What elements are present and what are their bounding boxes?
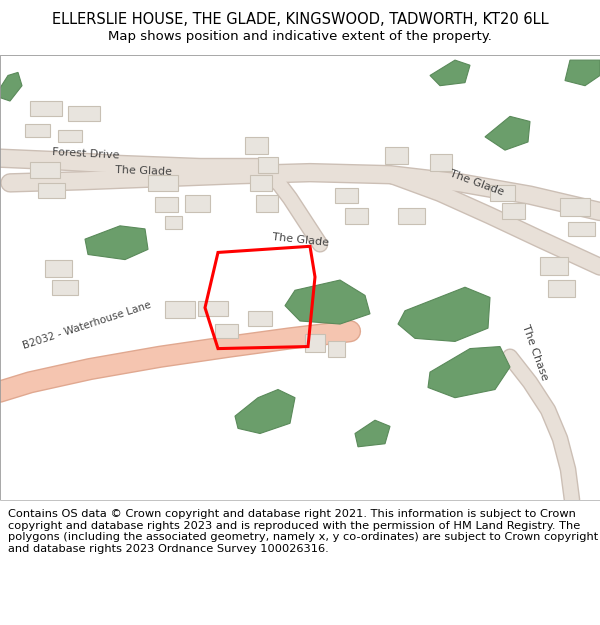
Polygon shape: [328, 341, 345, 357]
Polygon shape: [45, 259, 72, 277]
Text: Contains OS data © Crown copyright and database right 2021. This information is : Contains OS data © Crown copyright and d…: [8, 509, 598, 554]
Polygon shape: [0, 72, 22, 101]
Polygon shape: [568, 222, 595, 236]
Text: The Glade: The Glade: [272, 232, 329, 248]
Polygon shape: [258, 158, 278, 172]
Polygon shape: [155, 198, 178, 211]
Polygon shape: [502, 203, 525, 219]
Polygon shape: [540, 256, 568, 275]
Polygon shape: [385, 147, 408, 164]
Text: The Chase: The Chase: [520, 322, 550, 381]
Polygon shape: [355, 420, 390, 447]
Polygon shape: [285, 280, 370, 324]
Polygon shape: [490, 185, 515, 201]
Polygon shape: [248, 311, 272, 326]
Polygon shape: [398, 288, 490, 341]
Polygon shape: [565, 60, 600, 86]
Polygon shape: [335, 188, 358, 203]
Polygon shape: [25, 124, 50, 137]
Polygon shape: [148, 175, 178, 191]
Text: The Glade: The Glade: [448, 168, 505, 197]
Polygon shape: [428, 346, 510, 398]
Polygon shape: [305, 334, 325, 352]
Polygon shape: [185, 195, 210, 211]
Polygon shape: [165, 301, 195, 318]
Polygon shape: [256, 195, 278, 211]
Polygon shape: [85, 226, 148, 259]
Polygon shape: [548, 280, 575, 298]
Polygon shape: [30, 162, 60, 177]
Polygon shape: [430, 154, 452, 171]
Polygon shape: [250, 175, 272, 191]
Polygon shape: [198, 301, 228, 316]
Text: Map shows position and indicative extent of the property.: Map shows position and indicative extent…: [108, 30, 492, 43]
Polygon shape: [245, 137, 268, 154]
Polygon shape: [485, 116, 530, 150]
Polygon shape: [560, 198, 590, 216]
Polygon shape: [430, 60, 470, 86]
Polygon shape: [398, 209, 425, 224]
Polygon shape: [68, 106, 100, 121]
Polygon shape: [345, 209, 368, 224]
Text: The Glade: The Glade: [115, 165, 172, 177]
Polygon shape: [215, 324, 238, 338]
Polygon shape: [165, 216, 182, 229]
Polygon shape: [52, 280, 78, 296]
Polygon shape: [58, 129, 82, 142]
Polygon shape: [235, 389, 295, 434]
Polygon shape: [30, 101, 62, 116]
Text: B2032 - Waterhouse Lane: B2032 - Waterhouse Lane: [22, 299, 153, 351]
Text: ELLERSLIE HOUSE, THE GLADE, KINGSWOOD, TADWORTH, KT20 6LL: ELLERSLIE HOUSE, THE GLADE, KINGSWOOD, T…: [52, 12, 548, 27]
Text: Forest Drive: Forest Drive: [52, 147, 120, 161]
Polygon shape: [38, 183, 65, 198]
